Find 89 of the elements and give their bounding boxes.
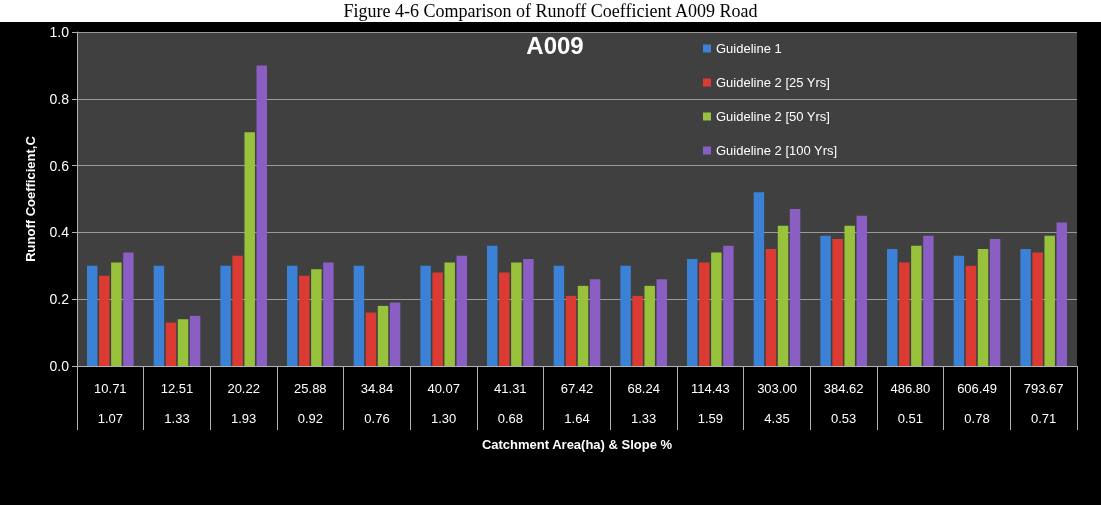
bar <box>899 262 910 366</box>
bar <box>553 265 565 366</box>
bar <box>711 252 722 366</box>
bar <box>887 249 898 366</box>
bar <box>323 262 334 366</box>
x-tick-label: 25.88 0.92 <box>294 380 327 426</box>
x-tick-label: 114.43 1.59 <box>690 380 730 426</box>
y-axis-title: Runoff Coefficient,C <box>23 135 38 262</box>
bar <box>311 269 322 366</box>
bar <box>420 265 431 366</box>
legend-label: Guideline 2 [100 Yrs] <box>716 143 838 158</box>
legend-label: Guideline 2 [25 Yrs] <box>716 75 830 90</box>
x-tick-label: 68.24 1.33 <box>627 380 660 426</box>
bar <box>856 215 867 366</box>
bar <box>965 265 977 366</box>
bar <box>753 192 765 366</box>
bar <box>656 279 667 366</box>
x-tick-label: 793.67 0.71 <box>1023 380 1064 426</box>
bar <box>953 255 965 366</box>
bar <box>723 245 734 366</box>
bar <box>353 265 365 366</box>
y-tick-label: 0.8 <box>49 90 70 107</box>
bar <box>687 259 698 366</box>
bar <box>844 225 855 366</box>
bar <box>177 319 189 366</box>
y-tick-label: 0.2 <box>49 291 70 308</box>
bar <box>232 255 243 366</box>
x-tick-label: 606.49 0.78 <box>957 380 997 426</box>
bar <box>923 235 934 366</box>
bar <box>620 265 631 366</box>
bar <box>256 65 267 366</box>
bar <box>499 272 510 366</box>
bar <box>389 302 401 366</box>
y-tick-label: 0.0 <box>49 358 70 374</box>
bar <box>153 265 165 366</box>
bar <box>189 315 201 366</box>
bar <box>699 262 710 366</box>
chart-title: A009 <box>526 31 584 59</box>
bar <box>589 279 601 366</box>
x-tick-label: 34.84 0.76 <box>360 380 394 426</box>
y-tick-label: 0.4 <box>49 224 70 241</box>
bar <box>1044 235 1055 366</box>
bar <box>1056 222 1067 366</box>
bar <box>789 209 801 366</box>
y-tick-label: 0.6 <box>49 157 70 174</box>
x-tick-label: 12.51 1.33 <box>160 380 194 426</box>
bar <box>287 265 298 366</box>
bar <box>487 245 498 366</box>
x-tick-label: 486.80 0.51 <box>890 380 931 426</box>
x-tick-label: 67.42 1.64 <box>560 380 594 426</box>
bar <box>577 285 589 366</box>
x-tick-label: 20.22 1.93 <box>227 380 260 426</box>
bar <box>444 262 455 366</box>
bar <box>244 132 255 366</box>
bar <box>820 235 831 366</box>
bar <box>632 295 643 366</box>
bar <box>123 252 134 366</box>
x-tick-label: 40.07 1.30 <box>427 380 460 426</box>
x-tick-label: 384.62 0.53 <box>823 380 864 426</box>
bar <box>299 275 310 366</box>
x-axis-title: Catchment Area(ha) & Slope % <box>481 436 673 452</box>
y-tick-label: 1.0 <box>49 24 70 40</box>
bar <box>565 295 577 366</box>
bar <box>99 275 110 366</box>
x-tick-label: 41.31 0.68 <box>494 380 527 426</box>
legend-label: Guideline 1 <box>716 41 782 56</box>
bar <box>456 255 467 366</box>
bar <box>523 259 534 366</box>
bar <box>87 265 98 366</box>
caption: Figure 4-6 Comparison of Runoff Coefficient A009 Road <box>0 0 1101 22</box>
bar <box>432 272 443 366</box>
bar <box>644 285 655 366</box>
bar <box>1020 249 1031 366</box>
bar <box>220 265 231 366</box>
bar <box>911 245 922 366</box>
bar <box>832 239 843 366</box>
bar <box>111 262 122 366</box>
bar <box>765 249 777 366</box>
bar <box>511 262 522 366</box>
bar <box>977 249 989 366</box>
bar <box>377 305 389 366</box>
bar <box>165 322 177 366</box>
x-tick-label: 303.00 4.35 <box>757 380 797 426</box>
bar <box>777 225 789 366</box>
bar <box>1032 252 1043 366</box>
legend-label: Guideline 2 [50 Yrs] <box>716 109 830 124</box>
x-tick-label: 10.71 1.07 <box>94 380 127 426</box>
bar <box>365 312 377 366</box>
bar <box>989 239 1001 366</box>
